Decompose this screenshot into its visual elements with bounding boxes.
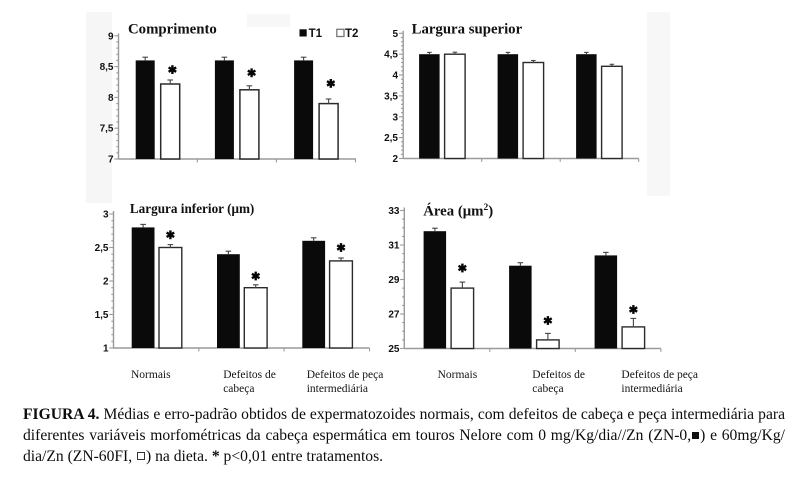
svg-text:2: 2 bbox=[103, 277, 109, 288]
svg-text:3: 3 bbox=[392, 112, 398, 123]
svg-text:27: 27 bbox=[388, 310, 400, 321]
svg-text:8: 8 bbox=[108, 93, 114, 104]
svg-text:7: 7 bbox=[108, 155, 114, 166]
svg-text:7,5: 7,5 bbox=[100, 124, 114, 135]
svg-text:4,5: 4,5 bbox=[384, 50, 398, 61]
svg-text:1: 1 bbox=[103, 344, 109, 355]
svg-text:2: 2 bbox=[392, 154, 398, 165]
svg-text:25: 25 bbox=[388, 344, 400, 355]
svg-text:4: 4 bbox=[392, 71, 398, 82]
svg-text:T1: T1 bbox=[309, 28, 323, 40]
svg-text:T2: T2 bbox=[345, 28, 358, 40]
svg-text:9: 9 bbox=[108, 31, 114, 42]
svg-text:5: 5 bbox=[392, 29, 398, 40]
svg-text:3,5: 3,5 bbox=[384, 91, 398, 102]
svg-text:3: 3 bbox=[103, 210, 109, 221]
svg-text:33: 33 bbox=[388, 206, 400, 217]
svg-text:2,5: 2,5 bbox=[95, 243, 109, 254]
svg-text:2,5: 2,5 bbox=[384, 133, 398, 144]
svg-text:Comprimento: Comprimento bbox=[128, 22, 217, 38]
svg-text:Largura inferior (μm): Largura inferior (μm) bbox=[130, 201, 254, 216]
svg-text:29: 29 bbox=[388, 275, 400, 286]
svg-text:1,5: 1,5 bbox=[95, 310, 109, 321]
svg-text:Área (μm2): Área (μm2) bbox=[423, 203, 493, 220]
svg-text:8,5: 8,5 bbox=[100, 62, 114, 73]
svg-text:Largura superior: Largura superior bbox=[412, 21, 523, 37]
svg-text:31: 31 bbox=[388, 241, 400, 252]
